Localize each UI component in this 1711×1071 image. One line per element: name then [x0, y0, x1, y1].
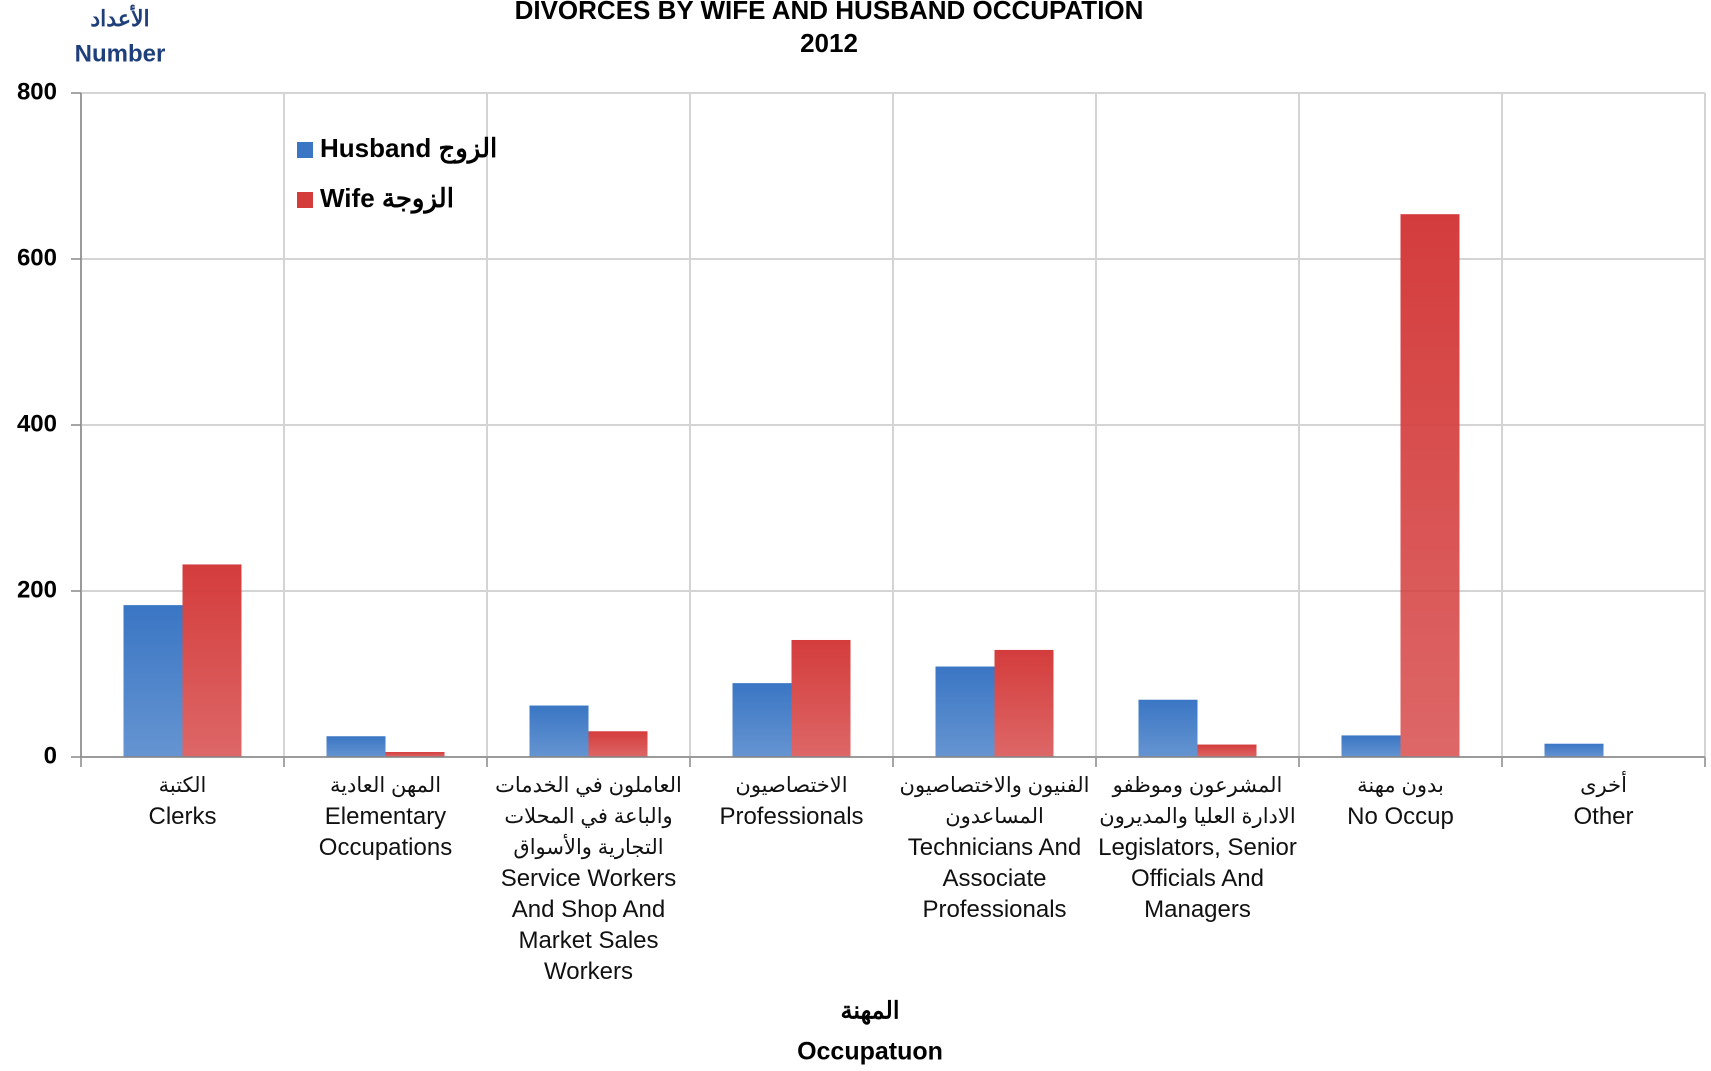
x-tick-label: بدون مهنة No Occup [1301, 770, 1501, 832]
x-axis-label-ar: المهنة [840, 997, 899, 1025]
bar [123, 605, 183, 757]
x-tick-label: العاملون في الخدمات والباعة في المحلات ا… [489, 770, 689, 987]
x-tick-label-en: Elementary Occupations [318, 803, 453, 861]
x-tick-label-en: Technicians And Associate Professionals [907, 834, 1082, 923]
x-tick-label-en: No Occup [1347, 803, 1454, 830]
bar [588, 731, 648, 757]
chart-title: DIVORCES BY WIFE AND HUSBAND OCCUPATION [515, 0, 1144, 25]
x-tick-label-en: Other [1573, 803, 1634, 830]
y-axis-label: Number [75, 40, 166, 67]
legend-swatch [297, 192, 313, 208]
bar [326, 736, 386, 757]
bar [935, 666, 995, 757]
bar [529, 705, 589, 757]
x-tick-label-en: Legislators, Senior Officials And Manage… [1098, 834, 1297, 923]
bar [1544, 743, 1604, 757]
bar [1197, 744, 1257, 757]
x-tick-label-ar: الفنيون والاختصاصيون المساعدون [899, 774, 1090, 828]
y-axis-label-ar: الأعداد [90, 4, 149, 31]
x-tick-label-ar: الكتبة [158, 774, 207, 797]
x-tick-label-en: Professionals [719, 803, 864, 830]
legend-label: Husband الزوج [320, 133, 497, 164]
bar [994, 649, 1054, 757]
legend-swatch [297, 142, 313, 158]
x-axis-label: Occupatuon [797, 1038, 943, 1066]
x-tick-label-ar: العاملون في الخدمات والباعة في المحلات ا… [495, 774, 682, 859]
x-tick-label-en: Clerks [148, 803, 217, 830]
bar [1400, 214, 1460, 757]
x-tick-label-ar: أخرى [1580, 774, 1627, 797]
x-tick-label-ar: المهن العادية [329, 774, 442, 797]
x-tick-label: الكتبة Clerks [83, 770, 283, 832]
bar [791, 639, 851, 757]
y-tick-label: 200 [17, 576, 57, 603]
x-tick-label: أخرى Other [1504, 770, 1704, 832]
chart-subtitle: 2012 [800, 28, 858, 58]
y-tick-label: 0 [44, 742, 57, 769]
x-tick-label: الفنيون والاختصاصيون المساعدون Technician… [895, 770, 1095, 925]
legend-label: Wife الزوجة [320, 183, 454, 214]
x-tick-label: المهن العادية Elementary Occupations [286, 770, 486, 863]
y-tick-label: 400 [17, 410, 57, 437]
x-tick-label: الاختصاصيون Professionals [692, 770, 892, 832]
x-tick-label-ar: بدون مهنة [1357, 774, 1444, 797]
y-tick-label: 800 [17, 78, 57, 105]
bar [1341, 735, 1401, 757]
bar [385, 752, 445, 757]
bar [732, 683, 792, 757]
bar [182, 564, 242, 757]
x-tick-label-en: Service Workers And Shop And Market Sale… [500, 865, 677, 985]
bar [1138, 699, 1198, 757]
x-tick-label-ar: المشرعون وموظفو الادارة العليا والمديرون [1099, 774, 1296, 828]
x-tick-label-ar: الاختصاصيون [735, 774, 848, 797]
y-tick-label: 600 [17, 244, 57, 271]
x-tick-label: المشرعون وموظفو الادارة العليا والمديرون… [1098, 770, 1298, 925]
